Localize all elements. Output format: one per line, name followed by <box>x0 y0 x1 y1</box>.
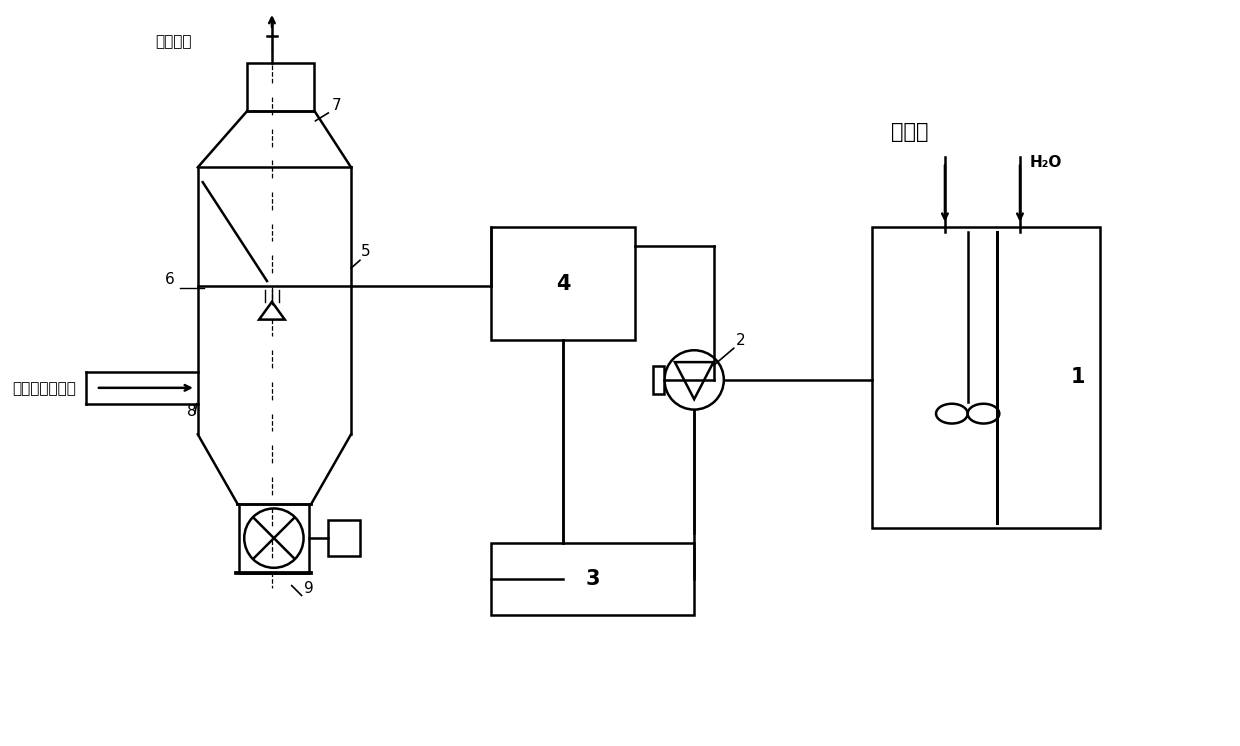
Text: 9: 9 <box>304 580 314 595</box>
Bar <box>872 227 1100 528</box>
Text: 2: 2 <box>735 333 745 348</box>
Text: 中和剂: 中和剂 <box>890 122 928 142</box>
Text: 6: 6 <box>165 272 175 287</box>
Bar <box>239 504 309 573</box>
Text: 8: 8 <box>187 404 196 419</box>
Bar <box>247 63 315 111</box>
Text: 1: 1 <box>1070 368 1085 387</box>
Bar <box>491 227 635 340</box>
Bar <box>652 366 665 394</box>
Text: H₂O: H₂O <box>1030 155 1063 170</box>
Text: 3: 3 <box>585 569 600 589</box>
Text: 净气出口: 净气出口 <box>155 34 192 48</box>
Text: 5: 5 <box>361 245 371 260</box>
Text: 待处理烟气入口: 待处理烟气入口 <box>12 380 76 396</box>
Bar <box>329 521 360 556</box>
Text: 7: 7 <box>331 98 341 113</box>
Text: 4: 4 <box>556 274 570 293</box>
Bar <box>491 543 694 615</box>
